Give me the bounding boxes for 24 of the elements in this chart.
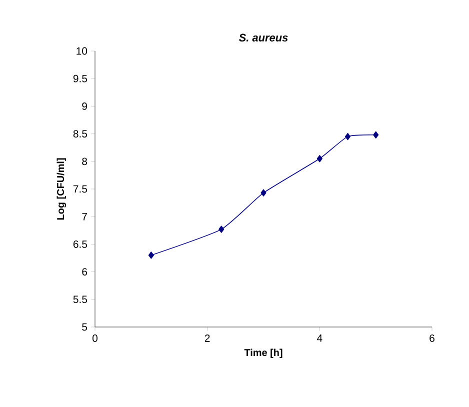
point <box>316 155 322 162</box>
point <box>148 252 154 259</box>
point <box>344 132 351 140</box>
y-tick-label: 8.5 <box>73 130 88 138</box>
x-tick-label: 2 <box>204 334 210 342</box>
y-tick-label: 8 <box>82 158 88 166</box>
point <box>218 226 224 233</box>
y-tick-label: 9.5 <box>73 74 88 82</box>
y-tick-label: 9 <box>82 102 87 110</box>
y-tick-label: 10 <box>76 47 88 55</box>
x-tick-label: 4 <box>316 334 322 342</box>
y-tick-label: 7.5 <box>73 185 88 193</box>
y-tick-label: 7 <box>82 213 87 220</box>
chart-title: S. aureus <box>238 34 288 42</box>
y-tick-label: 5 <box>82 323 88 331</box>
y-tick-label: 5.5 <box>73 296 88 304</box>
x-tick-label: 6 <box>430 334 434 342</box>
point <box>373 131 379 138</box>
x-axis-title: Time [h] <box>244 348 282 358</box>
x-tick-label: 0 <box>92 334 98 342</box>
y-tick-label: 6.5 <box>73 240 88 248</box>
point <box>260 189 266 196</box>
y-axis-title: Log [CFU/ml] <box>56 158 66 220</box>
y-tick-label: 6 <box>82 268 88 276</box>
